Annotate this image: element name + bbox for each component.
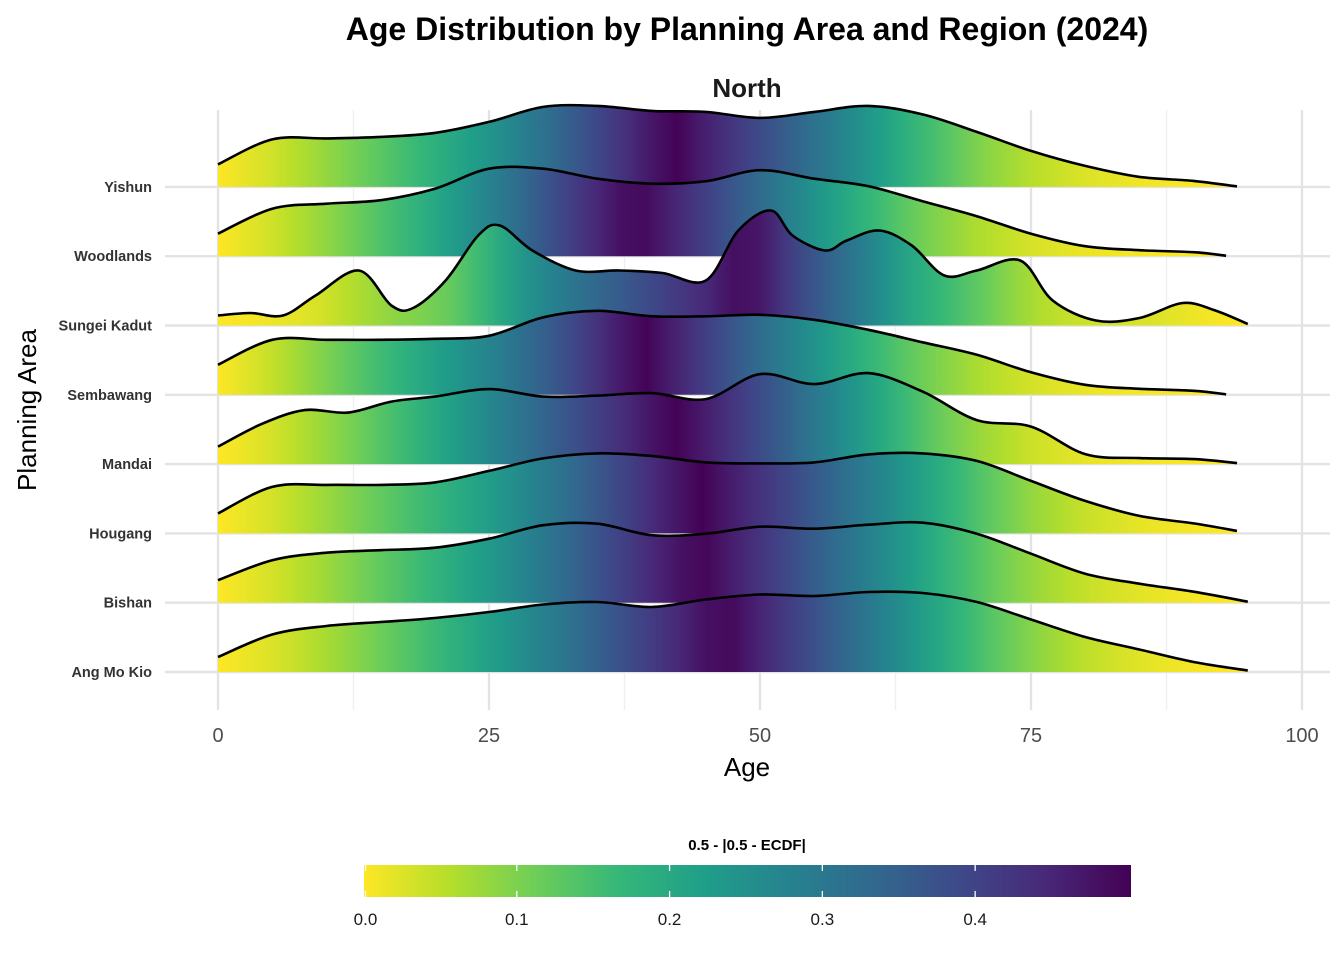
y-tick-yishun: Yishun <box>104 180 152 196</box>
legend-tick-label: 0.4 <box>963 910 987 929</box>
x-tick-label: 0 <box>212 725 223 747</box>
ridge-line-mandai <box>217 371 1238 465</box>
facet-label: North <box>712 73 781 103</box>
legend-title: 0.5 - |0.5 - ECDF| <box>688 837 806 854</box>
ridge-line-hougang <box>217 451 1238 533</box>
y-tick-hougang: Hougang <box>89 526 152 542</box>
legend: 0.0 0.1 0.2 0.3 0.4 <box>354 865 1131 929</box>
ridge-area-sembawang <box>218 310 1227 395</box>
y-tick-sungei-kadut: Sungei Kadut <box>59 319 153 335</box>
ridge-line-bishan <box>217 520 1249 603</box>
y-tick-layer: Yishun Woodlands Sungei Kadut Sembawang Mand… <box>59 180 153 681</box>
y-tick-woodlands: Woodlands <box>74 249 152 265</box>
ridge-area-ang-mo-kio <box>218 591 1248 672</box>
legend-tick-label: 0.0 <box>354 910 378 929</box>
x-axis-label: Age <box>724 752 770 782</box>
y-tick-bishan: Bishan <box>104 596 152 612</box>
ridge-line-ang-mo-kio <box>217 590 1248 672</box>
ridge-area-hougang <box>218 452 1237 534</box>
ridge-line-sembawang <box>217 309 1227 396</box>
x-tick-label: 100 <box>1285 725 1318 747</box>
chart-title: Age Distribution by Planning Area and Re… <box>346 11 1148 47</box>
y-axis-label: Planning Area <box>12 329 42 491</box>
ridge-area-mandai <box>218 373 1237 465</box>
ridge-area-woodlands <box>218 166 1227 257</box>
ridge-line-sungei-kadut <box>217 209 1249 326</box>
ridge-area-yishun <box>218 105 1237 187</box>
x-tick-label: 50 <box>749 725 771 747</box>
y-tick-mandai: Mandai <box>102 457 152 473</box>
legend-colorbar <box>364 865 1131 897</box>
legend-tick-label: 0.1 <box>505 910 529 929</box>
ridge-line-yishun <box>217 103 1238 188</box>
x-tick-label: 25 <box>478 725 500 747</box>
y-tick-sembawang: Sembawang <box>67 388 152 404</box>
x-tick-layer: 0 25 50 75 100 <box>212 725 1318 747</box>
ridge-layer <box>217 103 1249 672</box>
ridge-line-woodlands <box>217 165 1227 257</box>
legend-tick-label: 0.3 <box>811 910 835 929</box>
y-tick-ang-mo-kio: Ang Mo Kio <box>71 665 152 681</box>
legend-tick-label: 0.2 <box>658 910 682 929</box>
x-tick-label: 75 <box>1020 725 1042 747</box>
